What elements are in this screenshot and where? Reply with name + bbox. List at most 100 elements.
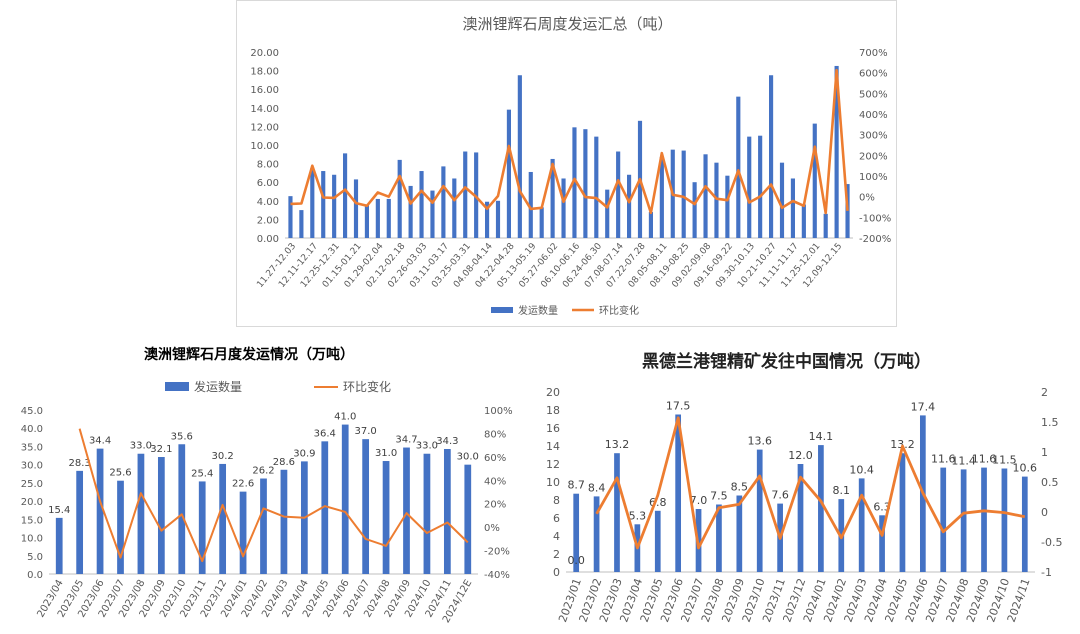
bar bbox=[430, 190, 435, 238]
bar bbox=[397, 159, 402, 238]
line-zero-label: 0.0 bbox=[567, 554, 585, 567]
bar bbox=[675, 414, 682, 572]
bar bbox=[858, 478, 865, 572]
legend-bar-swatch bbox=[165, 382, 189, 391]
bar bbox=[403, 447, 410, 574]
bar bbox=[654, 510, 661, 572]
y-tick-label: 40.0 bbox=[21, 424, 43, 435]
bar bbox=[845, 184, 850, 238]
bar bbox=[443, 448, 451, 574]
y-tick-label: 16 bbox=[546, 422, 560, 435]
y-tick-label: 25.0 bbox=[21, 479, 43, 490]
bar bbox=[797, 464, 804, 572]
y-tick-label: 15.0 bbox=[21, 515, 43, 526]
bar bbox=[288, 196, 293, 238]
bar bbox=[137, 453, 145, 574]
bar-value-label: 25.6 bbox=[109, 468, 131, 479]
bar-value-label: 26.2 bbox=[252, 466, 274, 477]
y-tick-label: 6.00 bbox=[257, 178, 279, 189]
y2-tick-label: 1 bbox=[1041, 446, 1048, 459]
bar bbox=[899, 453, 906, 572]
bar bbox=[614, 453, 620, 572]
bar bbox=[386, 198, 391, 238]
weekly-chart-svg: 0.00 2.00 4.00 6.00 8.00 10.00 12.00 14.00 16.00… bbox=[250, 48, 891, 317]
bar bbox=[1021, 476, 1028, 572]
y-tick-label: 18.00 bbox=[250, 67, 279, 78]
legend-line-label: 环比变化 bbox=[343, 379, 391, 394]
legend-line-label: 环比变化 bbox=[599, 304, 639, 317]
bar bbox=[364, 205, 369, 238]
bar bbox=[714, 162, 719, 238]
bar bbox=[573, 493, 580, 572]
bar bbox=[834, 65, 839, 238]
y-tick-label: 2 bbox=[553, 548, 560, 561]
bar-value-label: 11.6 bbox=[972, 453, 997, 466]
bar-value-label: 14.1 bbox=[809, 430, 834, 443]
bar bbox=[299, 210, 304, 238]
bar-value-label: 11.4 bbox=[951, 454, 976, 467]
y2-tick-label: 600% bbox=[859, 69, 888, 80]
bar bbox=[605, 189, 610, 238]
monthly-chart-title: 澳洲锂辉石月度发运情况（万吨） bbox=[144, 347, 354, 363]
y2-tick-label: -0.5 bbox=[1041, 536, 1062, 549]
bar bbox=[681, 150, 686, 238]
y-tick-label: 10.0 bbox=[21, 534, 43, 545]
bar bbox=[703, 154, 708, 238]
bar bbox=[343, 153, 348, 238]
y2-tick-label: 1.5 bbox=[1041, 416, 1059, 429]
bar bbox=[940, 467, 947, 572]
bar-value-label: 41.0 bbox=[334, 412, 356, 423]
bar bbox=[341, 424, 349, 574]
bar bbox=[96, 448, 104, 574]
pct-change-line bbox=[78, 428, 469, 563]
bar bbox=[747, 136, 752, 238]
y2-tick-label: -40% bbox=[484, 570, 510, 581]
y2-tick-label: 300% bbox=[859, 131, 888, 142]
y2-tick-label: 700% bbox=[859, 48, 888, 59]
bar bbox=[117, 480, 124, 574]
y2-tick-label: 0% bbox=[484, 523, 500, 534]
bar bbox=[736, 96, 741, 238]
weekly-chart-title: 澳洲锂辉石周度发运汇总（吨） bbox=[462, 15, 673, 33]
bar bbox=[818, 445, 824, 572]
bar bbox=[692, 182, 697, 238]
bar-value-label: 37.0 bbox=[355, 426, 377, 437]
bar bbox=[441, 166, 446, 238]
bar-value-label: 34.7 bbox=[395, 435, 417, 446]
y2-tick-label: 0 bbox=[1041, 506, 1048, 519]
bar-value-label: 33.0 bbox=[416, 441, 438, 452]
y-tick-label: 2.00 bbox=[257, 215, 279, 226]
bar-value-label: 28.6 bbox=[273, 457, 295, 468]
bar bbox=[219, 463, 227, 574]
bar-value-label: 8.1 bbox=[833, 484, 851, 497]
y-tick-label: 14.00 bbox=[250, 104, 279, 115]
bar-value-label: 8.7 bbox=[567, 479, 585, 492]
y-tick-label: 16.00 bbox=[250, 85, 279, 96]
y-tick-label: 6 bbox=[553, 512, 560, 525]
bar bbox=[960, 469, 967, 572]
bar-value-label: 36.4 bbox=[314, 428, 336, 439]
bar bbox=[627, 174, 632, 238]
bar bbox=[239, 491, 247, 574]
bar-value-label: 35.6 bbox=[171, 431, 193, 442]
bar-value-label: 13.6 bbox=[747, 435, 772, 448]
y2-tick-label: -1 bbox=[1041, 566, 1052, 579]
bar-value-label: 30.9 bbox=[293, 448, 315, 459]
bar bbox=[408, 185, 413, 238]
bar bbox=[423, 453, 431, 574]
bar-value-label: 17.5 bbox=[666, 400, 691, 413]
bar-value-label: 30.0 bbox=[457, 452, 479, 463]
hedland-chart-title: 黑德兰港锂精矿发往中国情况（万吨） bbox=[642, 352, 931, 372]
bar-value-label: 22.6 bbox=[232, 479, 254, 490]
bar bbox=[769, 75, 774, 238]
bar bbox=[616, 151, 621, 238]
bar bbox=[464, 464, 472, 574]
bar-value-label: 17.4 bbox=[911, 400, 936, 413]
bar bbox=[375, 198, 380, 238]
bar-value-label: 8.5 bbox=[731, 481, 749, 494]
bar bbox=[178, 444, 186, 574]
bar-value-label: 10.4 bbox=[849, 463, 874, 476]
bar bbox=[593, 496, 600, 572]
bar-value-label: 31.0 bbox=[375, 448, 397, 459]
bar bbox=[528, 171, 533, 238]
